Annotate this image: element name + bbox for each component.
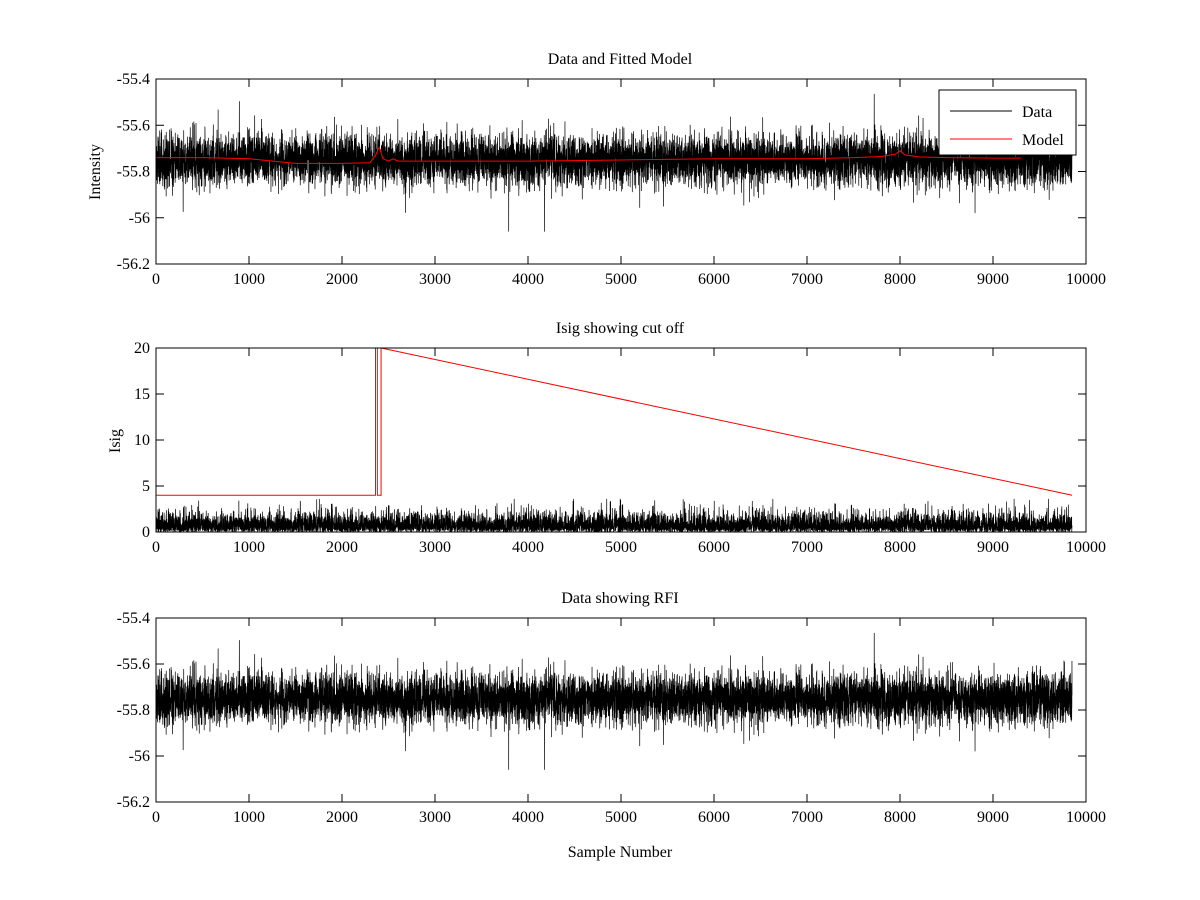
series-data-noise-2 [156,498,1073,532]
legend-box [938,89,1077,156]
y-tick-label: -55.8 [117,164,150,181]
x-tick-label: 5000 [605,539,637,556]
series-group [156,348,1073,532]
x-tick-label: 7000 [791,809,823,826]
x-tick-label: 1000 [233,539,265,556]
x-tick-label: 3000 [419,271,451,288]
subplot-2-ylabel: Isig [107,429,124,453]
y-tick-label: -56 [129,210,150,227]
series-line-2-1 [156,348,1073,496]
series-group [156,93,1073,232]
legend-model-label: Model [1022,132,1064,149]
subplot-1-title: Data and Fitted Model [548,51,693,68]
x-tick-label: 2000 [326,539,358,556]
legend: Data Model [938,89,1077,156]
x-tick-label: 9000 [977,271,1009,288]
x-tick-label: 0 [152,271,160,288]
series-group [156,632,1073,770]
subplot-3: Data showing RFI Sample Number 0 1000 2000… [117,590,1106,861]
x-tick-label: 4000 [512,271,544,288]
legend-data-label: Data [1022,104,1052,121]
x-tick-label: 7000 [791,539,823,556]
y-tick-label: -55.4 [117,610,150,627]
x-tick-label: 10000 [1066,271,1106,288]
x-tick-label: 1000 [233,271,265,288]
subplot-3-plot-area: 0 1000 2000 3000 4000 5000 6000 7000 8000 9000 100… [117,610,1106,826]
x-tick-label: 10000 [1066,539,1106,556]
subplot-1: Data and Fitted Model Intensity 0 1000 200… [87,51,1106,288]
subplot-2-plot-area: 0 1000 2000 3000 4000 5000 6000 7000 8000 9000 100… [134,340,1106,556]
x-tick-label: 1000 [233,809,265,826]
subplot-2: Isig showing cut off Isig 0 1000 2000 3000 4… [107,320,1106,556]
y-tick-label: 5 [142,478,150,495]
y-tick-label: 15 [134,386,150,403]
subplot-1-ylabel: Intensity [87,144,104,200]
x-tick-label: 6000 [698,809,730,826]
subplot-2-title: Isig showing cut off [556,320,685,337]
series-line-1-1 [156,145,1021,164]
y-tick-label: 20 [134,340,150,357]
x-tick-label: 8000 [884,539,916,556]
y-tick-label: -55.8 [117,702,150,719]
y-tick-label: -55.6 [117,117,150,134]
x-tick-label: 9000 [977,809,1009,826]
x-tick-label: 0 [152,539,160,556]
y-tick-label: -55.6 [117,656,150,673]
y-tick-label: 0 [142,524,150,541]
subplot-1-plot-area: 0 1000 2000 3000 4000 5000 6000 7000 8000 9000 100… [117,71,1106,288]
y-tick-label: -56.2 [117,794,150,811]
x-tick-label: 6000 [698,271,730,288]
series-data-noise-1 [156,93,1073,232]
x-tick-label: 5000 [605,271,637,288]
y-tick-label: -56.2 [117,256,150,273]
x-tick-label: 4000 [512,809,544,826]
y-tick-label: -55.4 [117,71,150,88]
x-tick-label: 10000 [1066,809,1106,826]
x-tick-label: 8000 [884,271,916,288]
x-tick-label: 3000 [419,539,451,556]
x-tick-label: 7000 [791,271,823,288]
x-tick-label: 8000 [884,809,916,826]
x-tick-label: 5000 [605,809,637,826]
subplot-3-title: Data showing RFI [561,590,678,607]
x-tick-label: 0 [152,809,160,826]
x-tick-label: 2000 [326,271,358,288]
subplot-3-xlabel: Sample Number [568,844,673,861]
series-data-noise-3 [156,632,1073,770]
x-tick-label: 4000 [512,539,544,556]
y-tick-label: 10 [134,432,150,449]
y-tick-label: -56 [129,748,150,765]
x-tick-label: 3000 [419,809,451,826]
x-tick-label: 9000 [977,539,1009,556]
x-tick-label: 2000 [326,809,358,826]
x-tick-label: 6000 [698,539,730,556]
